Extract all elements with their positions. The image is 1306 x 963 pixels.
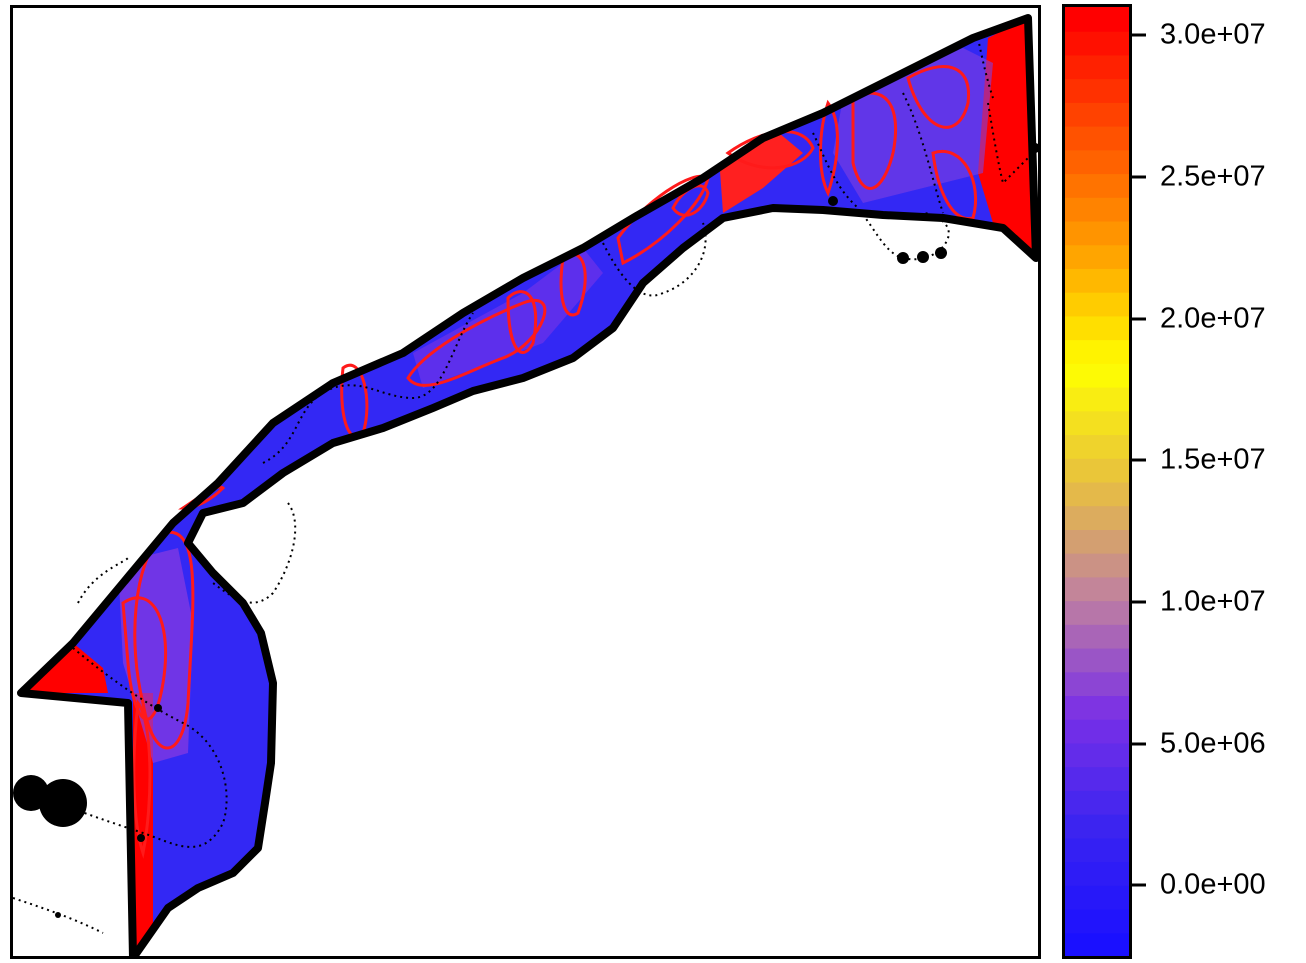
colorbar-tick-mark xyxy=(1132,883,1146,887)
colorbar-band xyxy=(1065,671,1129,697)
colorbar-tick-mark xyxy=(1132,458,1146,462)
dotted-track xyxy=(902,92,944,214)
colorbar-band xyxy=(1065,884,1129,910)
colorbar-tick-label: 5.0e+06 xyxy=(1160,727,1266,760)
colorbar-band xyxy=(1065,552,1129,578)
marker xyxy=(154,704,162,712)
dotted-track xyxy=(262,312,474,464)
colorbar-band xyxy=(1065,101,1129,127)
high-region-left-strip xyxy=(133,693,153,956)
colorbar-band xyxy=(1065,54,1129,80)
marker xyxy=(828,196,838,206)
colorbar-band xyxy=(1065,78,1129,103)
colorbar-band xyxy=(1065,315,1129,341)
colorbar-band xyxy=(1065,505,1129,530)
colorbar-tick-mark xyxy=(1132,600,1146,604)
high-region-upper-right xyxy=(978,18,1036,258)
contour-lines xyxy=(121,65,978,859)
contour-line xyxy=(819,99,839,197)
colorbar-band xyxy=(1065,932,1129,956)
marker xyxy=(935,247,947,259)
marker xyxy=(55,912,61,918)
dotted-track xyxy=(602,222,707,297)
marker xyxy=(39,779,87,827)
colorbar-band xyxy=(1065,528,1129,554)
colorbar-tick-label: 1.0e+07 xyxy=(1160,585,1266,618)
colorbar-tick-label: 2.5e+07 xyxy=(1160,160,1266,193)
colorbar-band xyxy=(1065,742,1129,768)
colorbar-band xyxy=(1065,695,1129,720)
colorbar-band xyxy=(1065,718,1129,744)
dotted-track xyxy=(977,37,994,99)
colorbar-tick-mark xyxy=(1132,742,1146,746)
colorbar-band xyxy=(1065,861,1129,886)
dotted-track xyxy=(987,102,1038,185)
dotted-track xyxy=(77,557,129,604)
colorbar-band xyxy=(1065,410,1129,436)
contour-line xyxy=(906,65,971,129)
colorbar-band xyxy=(1065,647,1129,673)
dotted-track xyxy=(57,647,228,848)
colorbar-tick-mark xyxy=(1132,33,1146,37)
colorbar-band xyxy=(1065,908,1129,934)
colorbar-band xyxy=(1065,386,1129,412)
colorbar-band xyxy=(1065,600,1129,625)
marker xyxy=(897,252,909,264)
colorbar-band xyxy=(1065,481,1129,507)
colorbar-band xyxy=(1065,457,1129,483)
colorbar-band xyxy=(1065,196,1129,222)
colorbar-band xyxy=(1065,576,1129,602)
high-region-left-wedge xyxy=(21,643,108,693)
contour-line xyxy=(121,596,168,721)
marker xyxy=(137,834,145,842)
contour-line xyxy=(559,252,587,317)
colorbar-band xyxy=(1065,149,1129,175)
marker xyxy=(917,251,929,263)
colorbar-tick-label: 3.0e+07 xyxy=(1160,18,1266,51)
colorbar-tick-mark xyxy=(1132,175,1146,179)
colorbar-band xyxy=(1065,362,1129,388)
contour-line xyxy=(406,299,547,387)
colorbar-band xyxy=(1065,291,1129,317)
contour-line xyxy=(132,699,152,859)
colorbar-band xyxy=(1065,766,1129,791)
contour-line xyxy=(931,149,978,220)
colorbar-band xyxy=(1065,434,1129,459)
colorbar-band xyxy=(1065,813,1129,839)
map-field xyxy=(13,14,1038,956)
colorbar-band xyxy=(1065,173,1129,198)
colorbar-tick-mark xyxy=(1132,317,1146,321)
colorbar-band xyxy=(1065,339,1129,364)
colorbar-band xyxy=(1065,125,1129,151)
colorbar-band xyxy=(1065,789,1129,815)
map-panel xyxy=(10,5,1041,959)
colorbar-band xyxy=(1065,623,1129,649)
colorbar-band xyxy=(1065,244,1129,269)
colorbar-gradient xyxy=(1065,7,1129,956)
colorbar xyxy=(1062,4,1132,959)
contour-line xyxy=(133,530,195,750)
colorbar-tick-label: 2.0e+07 xyxy=(1160,302,1266,335)
domain-boundary xyxy=(17,14,1038,956)
colorbar-band xyxy=(1065,30,1129,56)
contour-line xyxy=(851,91,898,190)
dotted-track xyxy=(812,132,950,261)
contour-line xyxy=(506,290,538,354)
colorbar-tick-label: 0.0e+00 xyxy=(1160,868,1266,901)
colorbar-band xyxy=(1065,267,1129,293)
colorbar-band xyxy=(1065,837,1129,863)
colorbar-tick-label: 1.5e+07 xyxy=(1160,443,1266,476)
colorbar-band xyxy=(1065,7,1129,32)
colorbar-band xyxy=(1065,220,1129,246)
